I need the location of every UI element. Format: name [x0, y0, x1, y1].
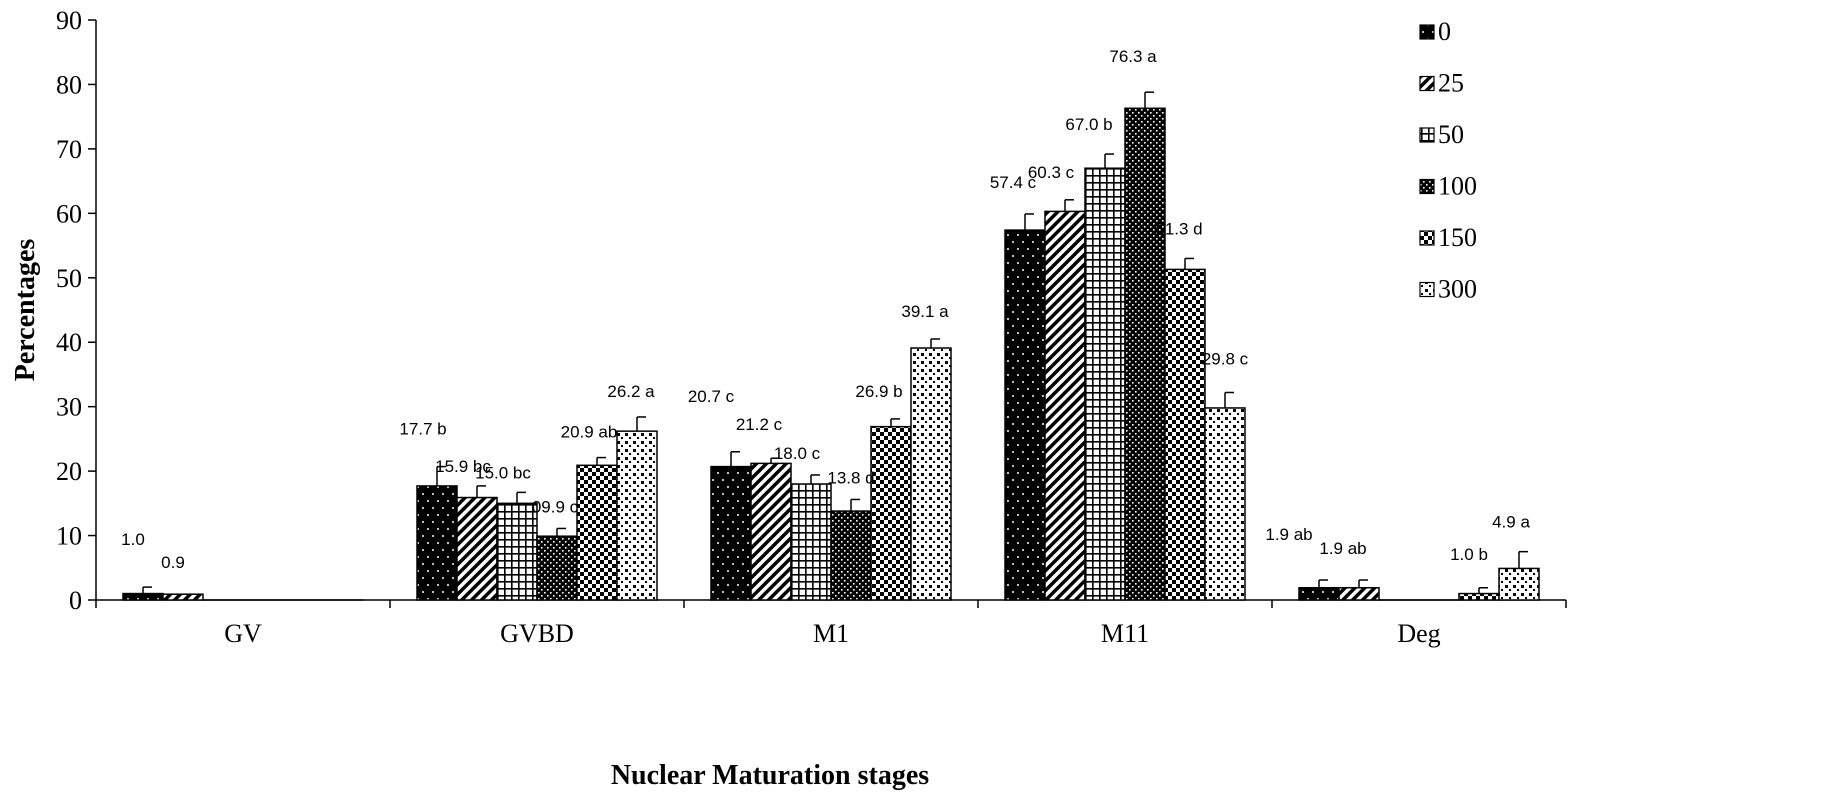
data-label: 17.7 b: [399, 420, 446, 439]
bar-m1-100: [830, 510, 872, 601]
bars: [122, 91, 1540, 601]
y-axis-title: Percentages: [10, 239, 41, 382]
x-tick-label: M11: [1101, 619, 1149, 648]
data-label: 1.0 b: [1450, 545, 1488, 564]
legend-swatch-300: [1419, 281, 1435, 298]
bar-deg-25: [1338, 587, 1380, 601]
data-label: 18.0 c: [774, 444, 821, 463]
data-labels: 1.0 17.7 b 20.7 c 57.4 c 1.9 ab 0.9 15.9 bc 21.…: [121, 47, 1530, 572]
bar-gvbd-25: [456, 496, 498, 601]
bar-m1-300: [910, 347, 952, 601]
x-axis-title: Nuclear Maturation stages: [611, 760, 929, 791]
y-tick-label: 40: [56, 328, 82, 357]
data-label: 26.2 a: [607, 382, 655, 401]
bar-m11-100: [1124, 107, 1166, 601]
data-label: 60.3 c: [1028, 163, 1075, 182]
bar-gv-25: [162, 593, 204, 601]
data-label: 15.0 bc: [475, 463, 531, 482]
bar-m1-0: [710, 465, 752, 601]
bar-m1-50: [790, 483, 832, 601]
data-label: 76.3 a: [1109, 47, 1157, 66]
legend-label-300: 300: [1438, 275, 1477, 304]
bar-deg-0: [1298, 587, 1340, 601]
x-tick-label: GV: [224, 619, 262, 648]
legend-label-150: 150: [1438, 223, 1477, 252]
bar-gvbd-300: [616, 430, 658, 601]
axes: 0 10 20 30 40 50 60 70 80 90 GV GVBD M1 M11 Deg: [56, 6, 1567, 648]
bar-gvbd-100: [536, 535, 578, 601]
legend-label-100: 100: [1438, 172, 1477, 201]
bar-m11-50: [1084, 167, 1126, 601]
legend-swatch-25: [1419, 75, 1435, 92]
data-label: 67.0 b: [1065, 115, 1112, 134]
y-tick-label: 60: [56, 199, 82, 228]
data-label: 29.8 c: [1202, 349, 1249, 368]
bar-m11-0: [1004, 229, 1046, 601]
legend-swatch-0: [1419, 24, 1435, 40]
bar-gvbd-150: [576, 464, 618, 601]
data-label: 51.3 d: [1155, 219, 1202, 238]
data-label: 13.8 d: [827, 468, 874, 487]
data-label: 4.9 a: [1492, 513, 1530, 532]
data-label: 20.9 ab: [561, 423, 618, 442]
data-label: 57.4 c: [990, 173, 1037, 192]
data-label: 15.9 bc: [435, 457, 491, 476]
legend-label-25: 25: [1438, 69, 1464, 98]
x-tick-label: M1: [813, 619, 849, 648]
y-tick-label: 50: [56, 264, 82, 293]
data-label: 39.1 a: [901, 302, 949, 321]
y-tick-label: 10: [56, 522, 82, 551]
data-label: 20.7 c: [688, 387, 735, 406]
y-tick-label: 70: [56, 135, 82, 164]
bar-gv-0: [122, 592, 164, 601]
bar-gvbd-50: [496, 502, 538, 601]
legend-label-0: 0: [1438, 17, 1451, 46]
data-label: 0.9: [161, 553, 185, 572]
data-label: 1.9 ab: [1265, 525, 1312, 544]
bar-m1-150: [870, 425, 912, 601]
y-tick-label: 0: [69, 586, 82, 615]
y-tick-label: 80: [56, 70, 82, 99]
bar-m1-25: [750, 462, 792, 601]
x-tick-label: GVBD: [500, 619, 574, 648]
bar-deg-150: [1458, 592, 1500, 601]
data-label: 1.0: [121, 530, 145, 549]
bar-m11-25: [1044, 210, 1086, 601]
x-tick-label: Deg: [1397, 619, 1440, 648]
legend-swatch-50: [1419, 127, 1435, 143]
bar-m11-150: [1164, 268, 1206, 601]
bar-gvbd-0: [416, 485, 458, 601]
data-label: 09.9 c: [532, 497, 579, 516]
legend-label-50: 50: [1438, 120, 1464, 149]
data-label: 26.9 b: [855, 382, 902, 401]
bar-m11-300: [1204, 407, 1246, 601]
y-tick-label: 90: [56, 6, 82, 35]
legend-swatch-150: [1419, 230, 1435, 246]
y-tick-label: 20: [56, 457, 82, 486]
legend-swatch-100: [1419, 178, 1435, 195]
legend: 0 25 50 100 150 300: [1419, 17, 1477, 304]
y-tick-label: 30: [56, 393, 82, 422]
data-label: 21.2 c: [736, 415, 783, 434]
data-label: 1.9 ab: [1319, 539, 1366, 558]
bar-deg-300: [1498, 567, 1540, 601]
